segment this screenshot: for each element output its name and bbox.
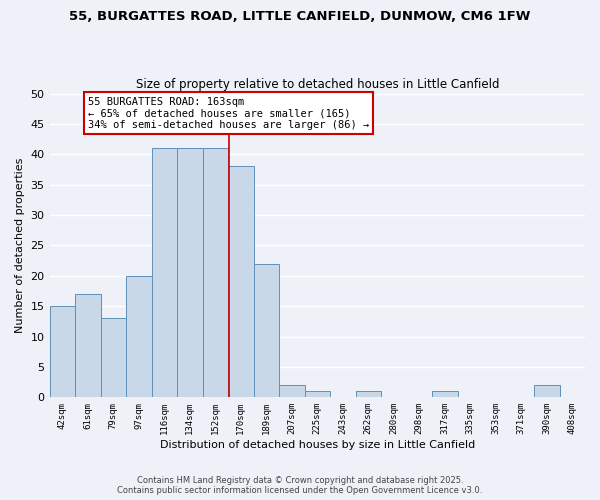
Bar xyxy=(356,392,381,398)
Bar xyxy=(203,148,228,398)
Bar xyxy=(50,306,75,398)
X-axis label: Distribution of detached houses by size in Little Canfield: Distribution of detached houses by size … xyxy=(160,440,475,450)
Bar xyxy=(432,392,458,398)
Bar xyxy=(534,385,560,398)
Text: 55 BURGATTES ROAD: 163sqm
← 65% of detached houses are smaller (165)
34% of semi: 55 BURGATTES ROAD: 163sqm ← 65% of detac… xyxy=(88,96,369,130)
Bar xyxy=(254,264,279,398)
Bar xyxy=(228,166,254,398)
Y-axis label: Number of detached properties: Number of detached properties xyxy=(15,158,25,333)
Bar xyxy=(279,385,305,398)
Bar xyxy=(305,392,330,398)
Bar xyxy=(152,148,177,398)
Bar xyxy=(126,276,152,398)
Text: 55, BURGATTES ROAD, LITTLE CANFIELD, DUNMOW, CM6 1FW: 55, BURGATTES ROAD, LITTLE CANFIELD, DUN… xyxy=(70,10,530,23)
Bar xyxy=(75,294,101,398)
Bar xyxy=(177,148,203,398)
Text: Contains HM Land Registry data © Crown copyright and database right 2025.
Contai: Contains HM Land Registry data © Crown c… xyxy=(118,476,482,495)
Bar xyxy=(101,318,126,398)
Title: Size of property relative to detached houses in Little Canfield: Size of property relative to detached ho… xyxy=(136,78,499,91)
